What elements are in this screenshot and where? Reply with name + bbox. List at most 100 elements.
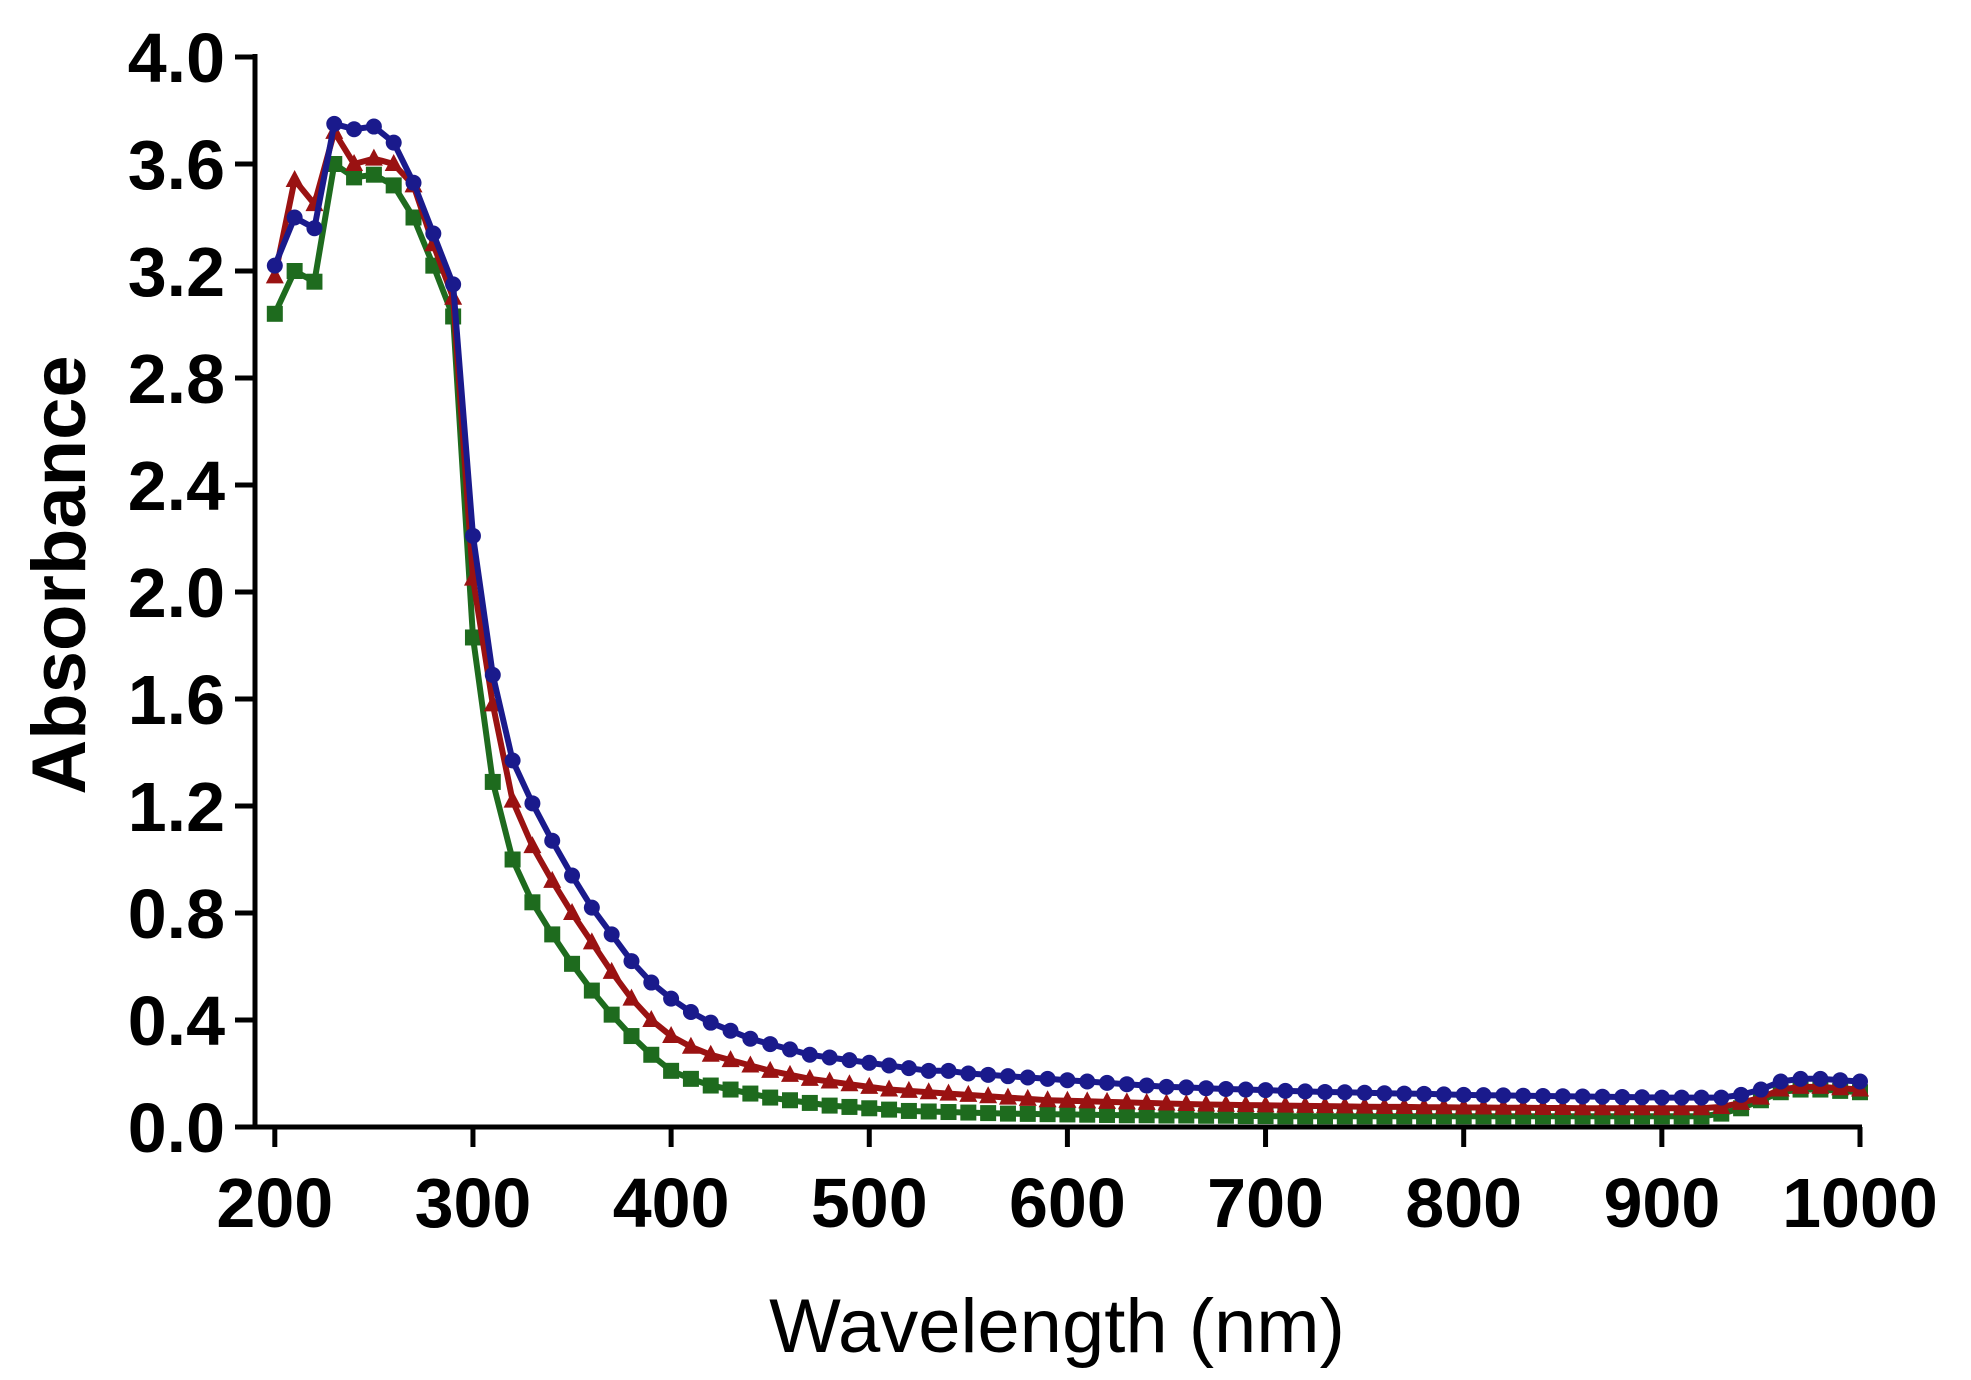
y-tick-label: 0.4 [128, 982, 225, 1060]
data-point [623, 953, 640, 970]
data-point [1614, 1089, 1631, 1106]
axes-layer [235, 54, 1863, 1147]
data-point [1039, 1070, 1056, 1087]
data-point [682, 1070, 699, 1087]
data-point [1178, 1107, 1195, 1124]
y-tick-label: 3.6 [128, 126, 225, 204]
data-point [801, 1046, 818, 1063]
data-point [899, 1080, 918, 1098]
data-point [365, 166, 382, 183]
data-point [1276, 1095, 1295, 1113]
data-point [800, 1068, 819, 1086]
data-point [1355, 1096, 1374, 1114]
data-point [722, 1022, 739, 1039]
data-point [821, 1097, 838, 1114]
data-point [464, 527, 481, 544]
y-tick-label: 0.8 [128, 875, 225, 953]
data-point [1059, 1106, 1076, 1123]
data-point [524, 795, 541, 812]
data-point [1693, 1089, 1710, 1106]
y-tick-label: 2.8 [128, 340, 225, 418]
data-point [1692, 1098, 1711, 1116]
data-point [960, 1104, 977, 1121]
series-line-blue-circles [272, 120, 1861, 1101]
data-point [1613, 1098, 1632, 1116]
data-point [1158, 1107, 1175, 1124]
data-point [1634, 1089, 1651, 1106]
data-point [939, 1083, 958, 1101]
data-point [1157, 1093, 1176, 1111]
data-point [583, 982, 600, 999]
data-point [405, 209, 422, 226]
y-tick-label: 2.4 [128, 447, 225, 525]
data-point [1297, 1083, 1314, 1100]
data-point [1059, 1072, 1076, 1089]
data-point [544, 926, 561, 943]
data-point [1454, 1097, 1473, 1115]
data-point [999, 1068, 1016, 1085]
data-point [1099, 1106, 1116, 1123]
data-point [880, 1079, 899, 1097]
data-point [603, 926, 620, 943]
data-point [1653, 1089, 1670, 1106]
data-point [425, 225, 442, 242]
data-point [940, 1104, 957, 1121]
data-point [524, 894, 541, 911]
data-point [1317, 1083, 1333, 1100]
data-point [345, 154, 364, 171]
data-point [484, 666, 501, 683]
data-point [1117, 1092, 1136, 1110]
x-tick-label: 200 [216, 1164, 333, 1242]
data-point [761, 1060, 780, 1078]
data-point [385, 177, 402, 194]
x-tick-label: 300 [415, 1164, 532, 1242]
data-point [364, 148, 383, 166]
data-point [840, 1074, 859, 1092]
x-tick-label: 800 [1405, 1164, 1522, 1242]
data-point [960, 1065, 977, 1082]
data-point [1495, 1087, 1512, 1104]
data-point [543, 870, 562, 888]
data-point [405, 174, 422, 191]
data-point [306, 220, 323, 237]
data-point [1474, 1097, 1493, 1115]
data-point [782, 1041, 798, 1058]
data-point [1832, 1072, 1849, 1089]
data-point [1257, 1082, 1274, 1099]
data-point [702, 1014, 719, 1031]
data-point [1515, 1087, 1532, 1104]
data-point [602, 961, 621, 979]
data-point [781, 1064, 799, 1082]
data-point [1375, 1096, 1394, 1114]
data-point [979, 1086, 998, 1104]
series-blue-circles [266, 115, 1868, 1106]
data-point [1416, 1085, 1433, 1102]
data-point [306, 273, 323, 290]
data-point [623, 1028, 640, 1045]
data-point [563, 903, 582, 920]
data-point [1672, 1098, 1691, 1116]
data-point [722, 1081, 739, 1098]
data-point [881, 1057, 898, 1074]
data-point [1396, 1085, 1413, 1102]
data-point [1099, 1074, 1116, 1091]
data-point [663, 1062, 680, 1079]
data-point [860, 1076, 879, 1094]
data-point [603, 1006, 620, 1023]
data-point [346, 121, 363, 138]
data-point [1038, 1090, 1057, 1108]
data-point [1118, 1076, 1135, 1093]
data-point [1256, 1095, 1275, 1113]
data-point [503, 790, 522, 808]
data-point [1216, 1094, 1235, 1112]
data-point [445, 276, 462, 293]
y-tick-label: 4.0 [128, 19, 225, 97]
data-point [1554, 1088, 1571, 1105]
series-green-squares [266, 156, 1868, 1125]
x-axis-title: Wavelength (nm) [769, 1284, 1345, 1369]
data-point [1415, 1097, 1434, 1115]
data-point [1376, 1085, 1393, 1102]
data-point [1574, 1088, 1591, 1105]
data-point [881, 1101, 898, 1118]
